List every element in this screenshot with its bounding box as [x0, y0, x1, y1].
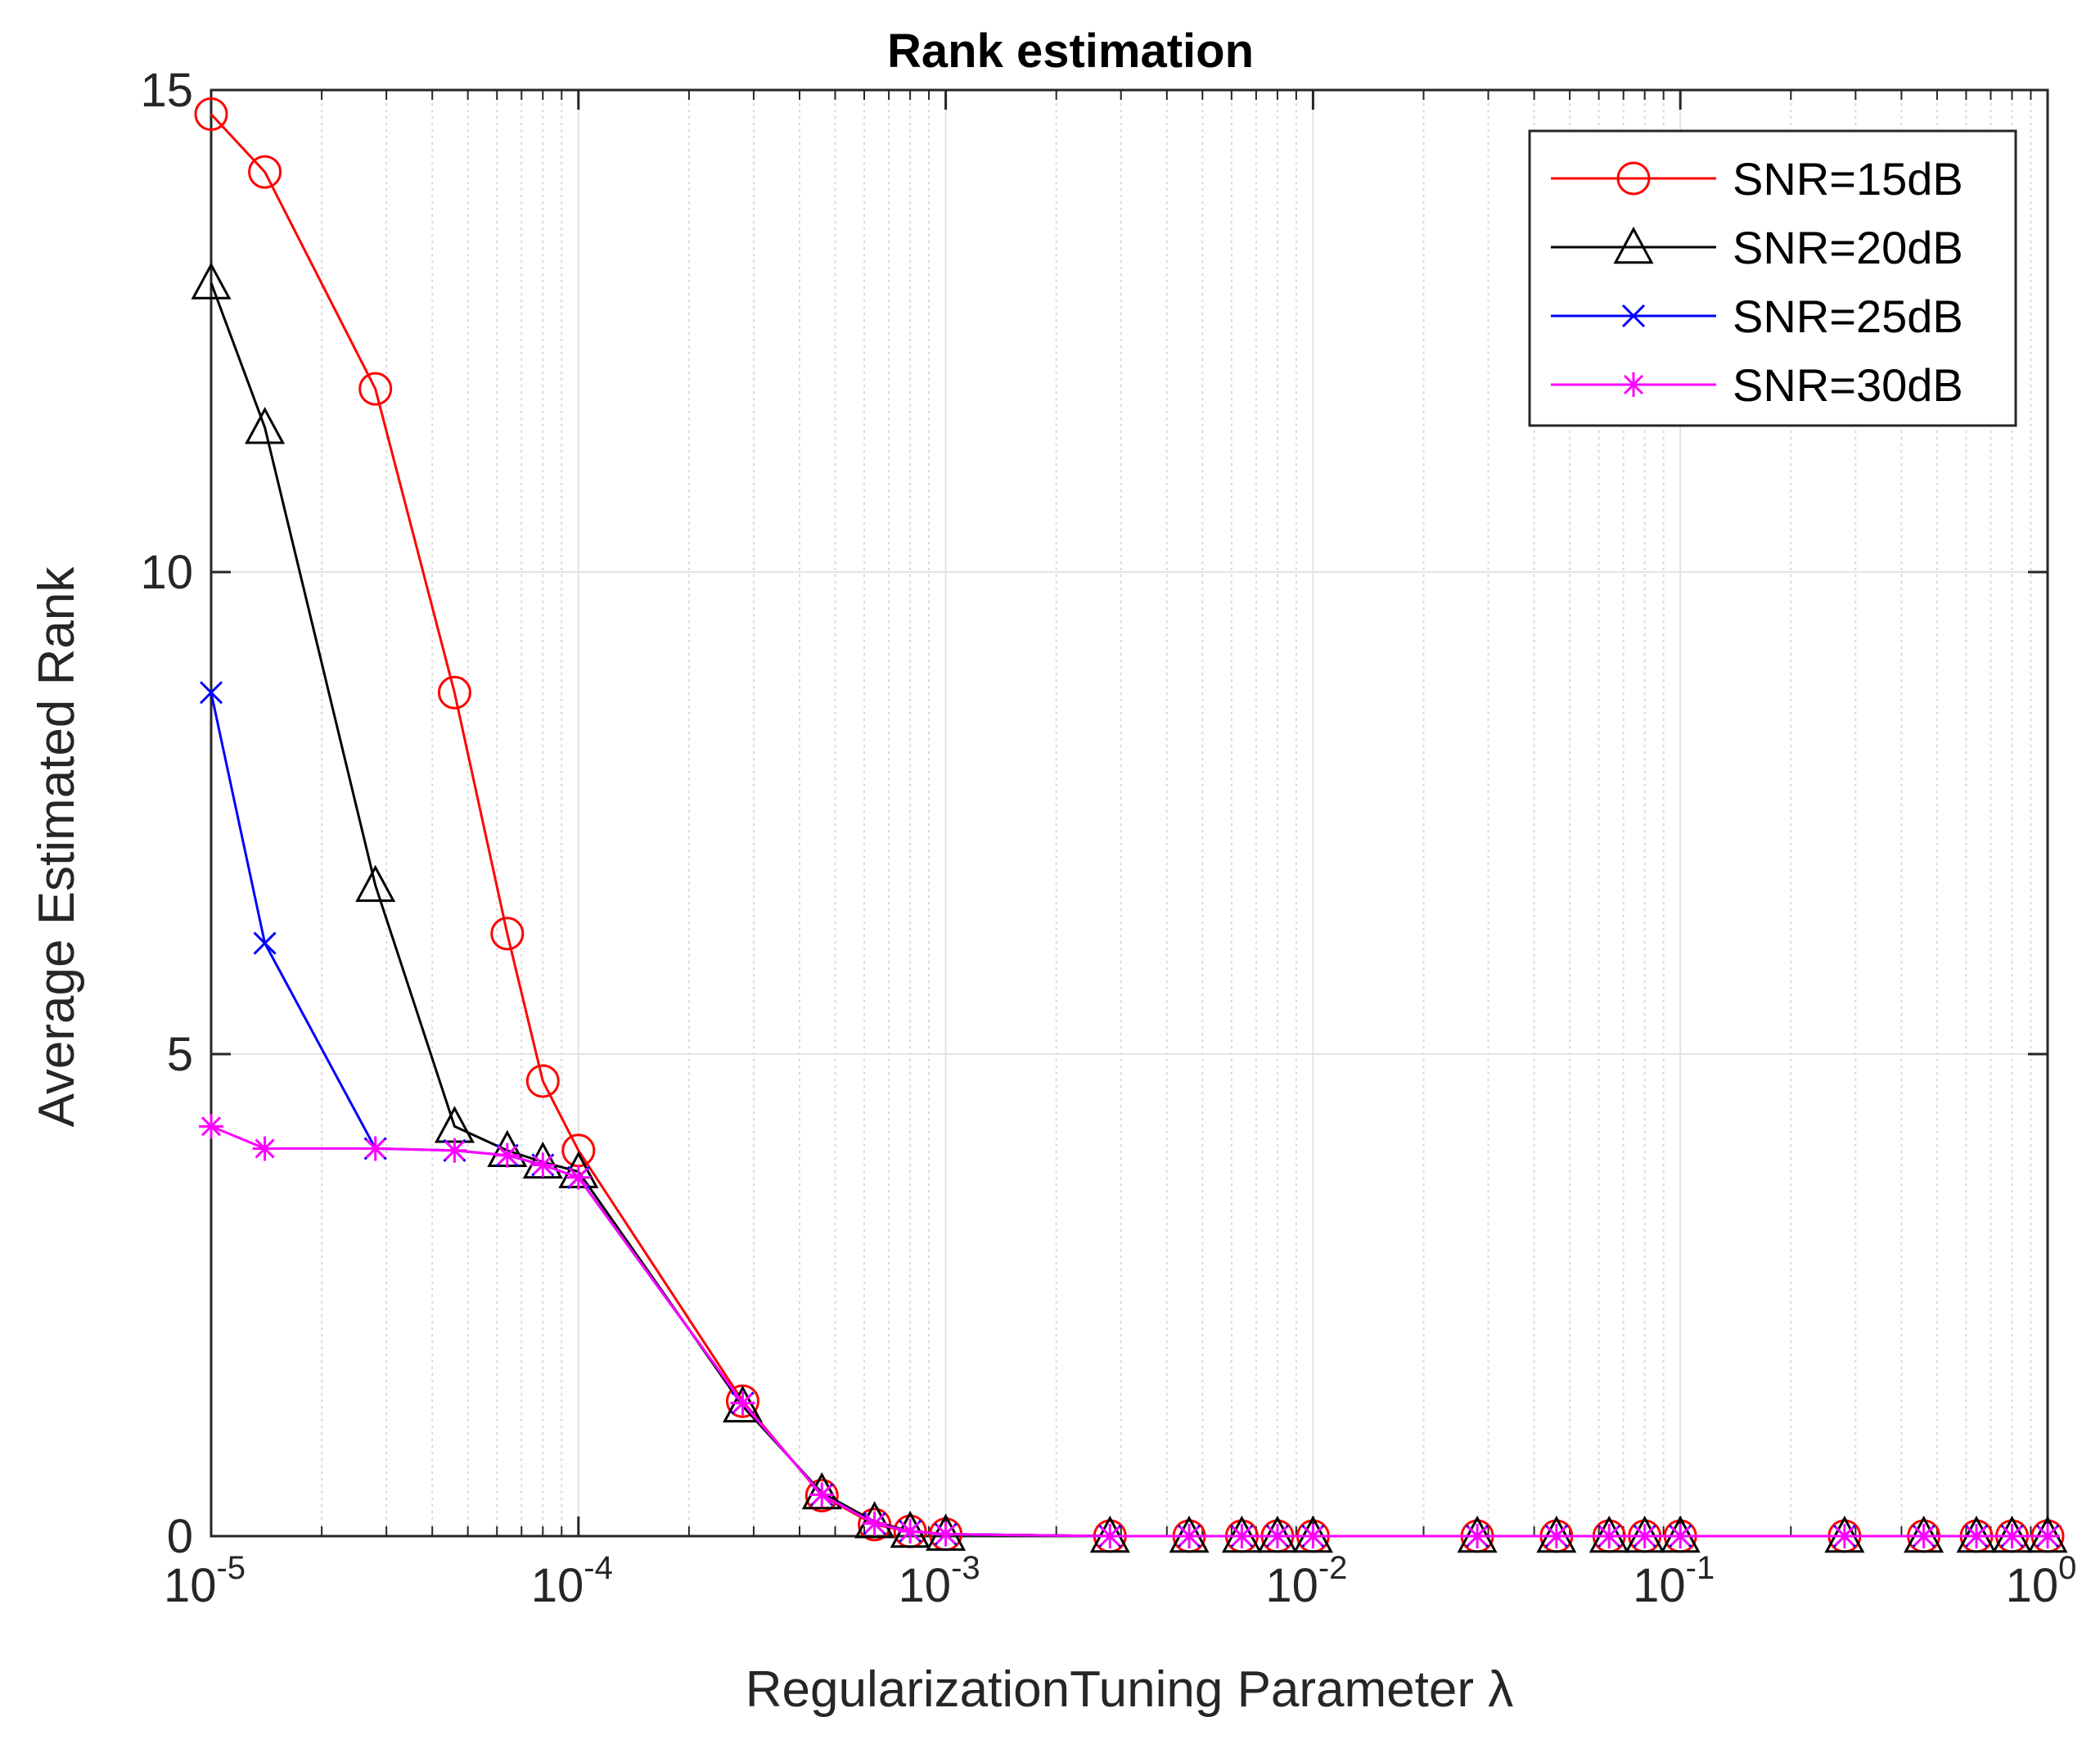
triangle-marker [1221, 1515, 1262, 1553]
legend-entry: SNR=20dB [1551, 222, 1963, 273]
x-tick-label: 10-1 [1633, 1550, 1715, 1612]
triangle-marker [1257, 1515, 1298, 1553]
asterisk-marker [1668, 1524, 1693, 1548]
x-tick-label: 10-4 [531, 1550, 613, 1612]
asterisk-marker [1597, 1524, 1622, 1548]
asterisk-marker [2035, 1524, 2060, 1548]
asterisk-marker [1229, 1524, 1255, 1548]
circle-marker [194, 97, 228, 131]
y-tick-label: 10 [140, 546, 193, 599]
circle-marker [490, 917, 525, 951]
x-tick-label: 100 [2006, 1550, 2077, 1612]
asterisk-marker [494, 1142, 520, 1168]
asterisk-marker [1300, 1524, 1326, 1548]
legend-label: SNR=30dB [1733, 359, 1963, 411]
x-axis-label: RegularizationTuning Parameter λ [746, 1661, 1514, 1718]
legend-label: SNR=20dB [1733, 222, 1963, 273]
x-marker [253, 931, 277, 955]
triangle-marker [191, 262, 232, 300]
asterisk-marker [730, 1390, 755, 1416]
plot-series [191, 97, 2068, 1553]
asterisk-marker [1465, 1524, 1490, 1548]
legend-box [1528, 129, 2017, 427]
triangle-marker [1824, 1515, 1865, 1553]
asterisk-marker [442, 1138, 467, 1163]
asterisk-marker [530, 1152, 556, 1178]
triangle-marker [1089, 1515, 1130, 1553]
asterisk-marker [252, 1136, 277, 1161]
circle-marker [437, 675, 471, 710]
triangle-marker [1991, 1515, 2033, 1553]
triangle-marker [245, 407, 286, 444]
triangle-marker [355, 864, 396, 903]
x-marker [199, 681, 223, 705]
asterisk-marker [1832, 1524, 1857, 1548]
chart-title: Rank estimation [887, 25, 1254, 78]
asterisk-marker [199, 1114, 223, 1139]
triangle-marker [1536, 1515, 1577, 1553]
x-tick-label: 10-2 [1265, 1550, 1347, 1612]
y-axis-label: Average Estimated Rank [29, 566, 85, 1128]
asterisk-marker [1621, 372, 1646, 397]
x-marker [1621, 304, 1646, 328]
circle-marker [804, 1479, 839, 1513]
triangle-marker [2027, 1515, 2068, 1553]
triangle-marker [1457, 1515, 1498, 1553]
circle-marker [248, 155, 282, 189]
triangle-marker [1613, 226, 1654, 264]
circle-marker [525, 1064, 560, 1098]
y-tick-label: 5 [167, 1028, 193, 1081]
asterisk-marker [1177, 1524, 1202, 1548]
triangle-marker [1625, 1515, 1665, 1553]
triangle-marker [801, 1471, 842, 1510]
y-tick-label: 15 [140, 64, 193, 117]
triangle-marker [1292, 1515, 1333, 1553]
triangle-marker [1589, 1515, 1629, 1553]
legend-entry: SNR=25dB [1551, 291, 1963, 342]
triangle-marker [1660, 1515, 1701, 1553]
x-tick-label: 10-3 [899, 1550, 980, 1612]
asterisk-marker [1632, 1524, 1657, 1548]
asterisk-marker [862, 1511, 887, 1536]
legend-label: SNR=25dB [1733, 291, 1963, 342]
triangle-marker [1956, 1515, 1997, 1553]
asterisk-marker [1999, 1524, 2025, 1548]
asterisk-marker [1097, 1524, 1123, 1548]
x-tick-label: 10-5 [164, 1550, 246, 1612]
triangle-marker [854, 1501, 895, 1539]
series-snr-30db [199, 1114, 2060, 1548]
circle-marker [858, 1507, 892, 1542]
triangle-marker [1169, 1515, 1210, 1553]
axes: 10-5 10-4 10-3 10-2 10-1 100 0 5 10 15 [140, 64, 2076, 1612]
legend-entry: SNR=30dB [1551, 359, 1963, 411]
asterisk-marker [809, 1482, 835, 1507]
y-tick-label: 0 [167, 1510, 193, 1563]
legend-entry: SNR=15dB [1551, 153, 1963, 205]
circle-marker [1616, 161, 1651, 196]
asterisk-marker [933, 1521, 958, 1547]
asterisk-marker [1911, 1524, 1936, 1548]
asterisk-marker [1543, 1524, 1569, 1548]
circle-marker [358, 372, 393, 406]
triangle-marker [522, 1141, 563, 1179]
asterisk-marker [898, 1519, 923, 1544]
legend-label: SNR=15dB [1733, 153, 1963, 205]
triangle-marker [722, 1385, 764, 1423]
triangle-marker [1904, 1515, 1945, 1553]
asterisk-marker [1964, 1524, 1990, 1548]
asterisk-marker [1264, 1524, 1290, 1548]
asterisk-marker [363, 1136, 388, 1161]
legend: SNR=15dB SNR=20dB SNR=25dB SNR=30dB [1528, 129, 2017, 427]
asterisk-marker [566, 1165, 591, 1190]
